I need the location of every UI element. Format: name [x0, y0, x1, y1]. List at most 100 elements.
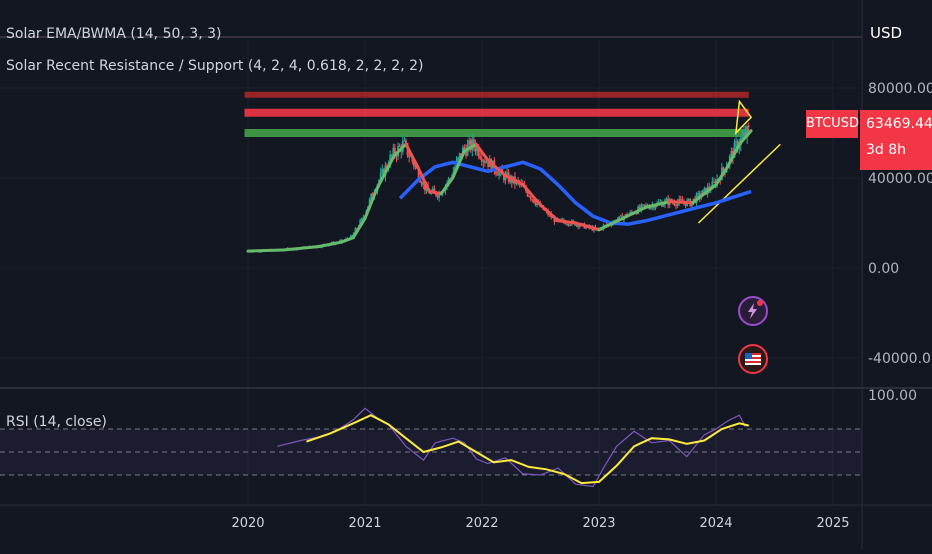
candle-body	[351, 234, 354, 236]
legend-ema-bwma[interactable]: Solar EMA/BWMA (14, 50, 3, 3)	[6, 26, 222, 42]
candle-body	[395, 154, 398, 157]
candle-body	[501, 168, 504, 174]
candle-body	[567, 224, 570, 226]
candle-body	[648, 207, 651, 209]
candle-body	[741, 135, 744, 138]
candle-body	[457, 157, 459, 161]
candle-body	[469, 140, 472, 151]
ema-segment	[667, 200, 695, 205]
rsi-tick-label: 100.00	[868, 388, 917, 404]
us-flag-glyph	[745, 353, 761, 365]
candle-body	[730, 151, 733, 156]
ema-segment	[620, 205, 648, 220]
candle-body	[692, 198, 695, 202]
candle-body	[409, 156, 412, 158]
candle-body	[618, 216, 621, 220]
price-tick-label: 40000.00	[868, 171, 932, 187]
candle-body	[506, 172, 508, 175]
legend-rsi[interactable]: RSI (14, close)	[6, 414, 107, 430]
ema-segment	[416, 165, 431, 193]
ema-segment	[574, 221, 589, 228]
candle-body	[360, 218, 363, 221]
candle-body	[438, 192, 441, 198]
rsi-pane	[0, 407, 862, 488]
candle-body	[496, 173, 499, 176]
candle-body	[477, 147, 480, 157]
symbol-tag: BTCUSD	[806, 110, 859, 138]
candle-body	[482, 160, 485, 162]
candle-body	[471, 139, 474, 151]
us-flag-icon[interactable]	[738, 344, 768, 374]
ema-segment	[726, 142, 741, 169]
candle-body	[641, 204, 644, 206]
ema-segment	[462, 142, 478, 153]
candle-body	[711, 181, 714, 190]
candle-body	[638, 206, 641, 210]
candle-body	[722, 167, 725, 171]
time-tick-label: 2025	[816, 516, 849, 531]
candle-body	[531, 199, 534, 201]
last-price-value: 63469.44	[866, 116, 932, 132]
candle-body	[405, 140, 407, 144]
candle-body	[472, 139, 475, 146]
candle-body	[678, 198, 681, 203]
candle-body	[713, 181, 715, 183]
candle-body	[368, 199, 371, 207]
candle-body	[747, 126, 750, 128]
ema-segment	[340, 236, 355, 244]
candle-body	[468, 140, 471, 145]
ema-segment	[714, 165, 730, 187]
candle-body	[417, 168, 420, 180]
candle-body	[354, 228, 357, 233]
currency-label[interactable]: USD	[870, 24, 903, 42]
moving-average-lines	[246, 129, 753, 253]
candle-body	[684, 202, 687, 206]
candle-body	[687, 199, 690, 201]
candle-body	[619, 215, 622, 217]
ema-segment	[644, 200, 671, 209]
candle-body	[484, 160, 486, 163]
ema-segment	[451, 149, 466, 180]
candle-body	[733, 142, 736, 158]
ema-segment	[439, 176, 455, 196]
candle-body	[665, 198, 668, 201]
ema-segment	[404, 142, 420, 169]
candle-body	[566, 224, 568, 226]
ema-segment	[737, 129, 753, 146]
ema-segment	[363, 187, 379, 220]
candle-body	[536, 203, 538, 206]
candle-body	[575, 224, 578, 226]
price-tick-label: -40000.00	[868, 351, 932, 367]
lightning-icon-glyph	[748, 300, 763, 319]
ema-segment	[539, 203, 560, 223]
ema-segment	[392, 142, 408, 157]
ema-segment	[375, 154, 396, 191]
candle-body	[479, 156, 482, 159]
candle-body	[392, 147, 395, 155]
candle-body	[654, 206, 657, 209]
candle-body	[371, 193, 374, 196]
time-tick-label: 2024	[699, 516, 732, 531]
candle-body	[436, 195, 439, 198]
candle-body	[424, 181, 426, 191]
lightning-icon[interactable]	[738, 296, 768, 326]
time-tick-label: 2020	[231, 516, 264, 531]
candle-body	[662, 204, 665, 207]
candle-body	[414, 166, 417, 168]
candle-body	[649, 206, 652, 209]
candle-body	[431, 188, 434, 192]
price-tick-label: 0.00	[868, 261, 899, 277]
resistance-level	[244, 108, 749, 117]
upper-resistance-band	[244, 91, 749, 98]
candle-body	[643, 204, 646, 206]
ema-segment	[474, 142, 490, 162]
candle-body	[390, 154, 393, 156]
time-tick-label: 2023	[582, 516, 615, 531]
candle-body	[502, 173, 505, 181]
candle-body	[529, 196, 532, 200]
legend-resistance-support[interactable]: Solar Recent Resistance / Support (4, 2,…	[6, 58, 424, 74]
candle-body	[352, 232, 355, 235]
breakout-triangle	[734, 99, 753, 136]
bar-countdown: 3d 8h	[866, 142, 907, 158]
support-level	[244, 129, 749, 137]
